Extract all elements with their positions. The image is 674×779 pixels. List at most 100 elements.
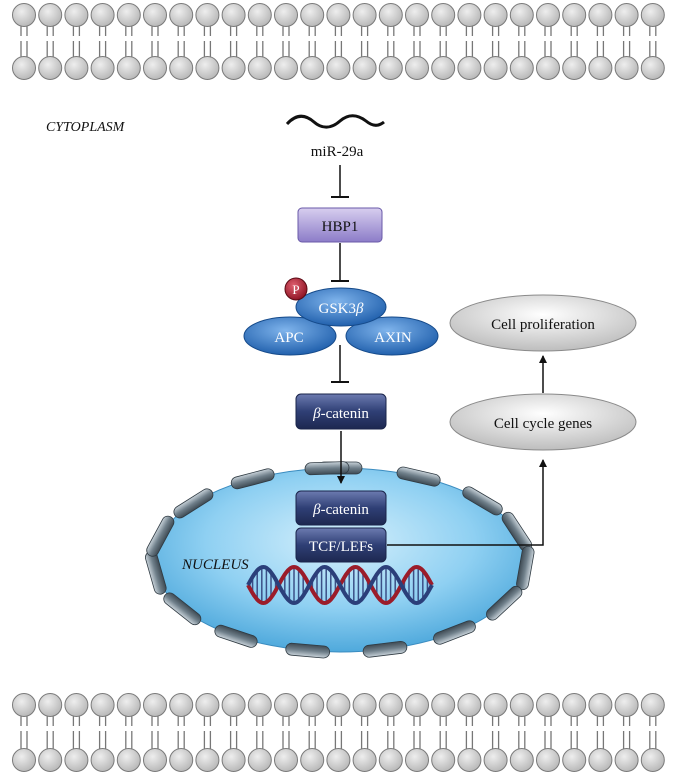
mirna-strand-icon [287,116,384,127]
lipid-tails [519,27,525,57]
lipid-head [484,57,507,80]
lipid-tails [309,27,315,57]
lipid-head [379,4,402,27]
lipid-tails [73,717,79,749]
lipid-tails [362,717,368,749]
lipid-head [327,694,350,717]
lipid-tails [466,717,472,749]
lipid-tails [519,717,525,749]
lipid-tails [650,717,656,749]
lipid-head [13,749,36,772]
lipid-head [484,694,507,717]
lipid-tails [362,27,368,57]
lipid-head [117,57,140,80]
lipid-head [144,694,167,717]
lipid-head [537,57,560,80]
nucleus-label: NUCLEUS [181,557,249,573]
lipid-tails [597,717,603,749]
lipid-head [301,749,324,772]
lipid-head [327,4,350,27]
lipid-tails [152,27,158,57]
lipid-tails [309,717,315,749]
lipid-tails [650,27,656,57]
lipid-head [222,4,245,27]
lipid-head [641,4,664,27]
lipid-tails [231,27,237,57]
lipid-tails [283,27,289,57]
lipid-head [301,694,324,717]
lipid-head [13,4,36,27]
lipid-head [406,4,429,27]
lipid-head [327,57,350,80]
lipid-head [222,57,245,80]
lipid-head [537,694,560,717]
beta-catenin-cytoplasm-node: β-catenin [296,394,386,429]
hbp1-label: HBP1 [322,219,359,235]
tcf-lefs-node: TCF/LEFs [296,528,386,562]
lipid-head [275,4,298,27]
lipid-head [458,749,481,772]
lipid-tails [100,27,106,57]
lipid-tails [597,27,603,57]
lipid-head [301,4,324,27]
lipid-head [641,694,664,717]
apc-label: APC [274,330,303,346]
lipid-tails [178,717,184,749]
lipid-head [510,4,533,27]
lipid-head [379,749,402,772]
lipid-head [379,57,402,80]
lipid-tails [493,27,499,57]
lipid-head [248,749,271,772]
lipid-head [432,4,455,27]
lipid-head [484,4,507,27]
lipid-head [39,4,62,27]
lipid-head [589,749,612,772]
lipid-tails [335,27,341,57]
beta-catenin-nuclear-node: β-catenin [296,491,386,525]
lipid-head [406,694,429,717]
lipid-head [510,694,533,717]
lipid-head [379,694,402,717]
lipid-tails [335,717,341,749]
lipid-tails [257,717,263,749]
lipid-head [196,694,219,717]
lipid-head [91,694,114,717]
lipid-head [144,749,167,772]
lipid-head [589,694,612,717]
lipid-head [353,57,376,80]
lipid-head [458,57,481,80]
lipid-head [117,4,140,27]
lipid-tails [231,717,237,749]
gsk3b-label: GSK3β [319,301,365,317]
lipid-head [91,4,114,27]
lipid-head [484,749,507,772]
lipid-tails [73,27,79,57]
lipid-head [641,57,664,80]
lipid-head [641,749,664,772]
lipid-head [170,57,193,80]
cell-cycle-genes-node: Cell cycle genes [450,394,636,450]
lipid-head [196,57,219,80]
lipid-head [65,749,88,772]
lipid-tails [414,717,420,749]
lipid-head [615,57,638,80]
cell-membrane-bottom [13,694,665,772]
lipid-tails [624,27,630,57]
lipid-head [248,694,271,717]
lipid-head [406,57,429,80]
lipid-tails [388,717,394,749]
lipid-head [13,694,36,717]
lipid-head [589,57,612,80]
lipid-head [222,694,245,717]
axin-label: AXIN [374,330,412,346]
beta-catenin-cytoplasm-label: β-catenin [312,406,369,422]
lipid-tails [414,27,420,57]
lipid-head [432,694,455,717]
lipid-tails [493,717,499,749]
lipid-tails [545,717,551,749]
nuclear-pore [305,461,349,475]
lipid-head [537,4,560,27]
lipid-head [39,749,62,772]
inhibition-mirna-hbp1 [331,165,349,197]
